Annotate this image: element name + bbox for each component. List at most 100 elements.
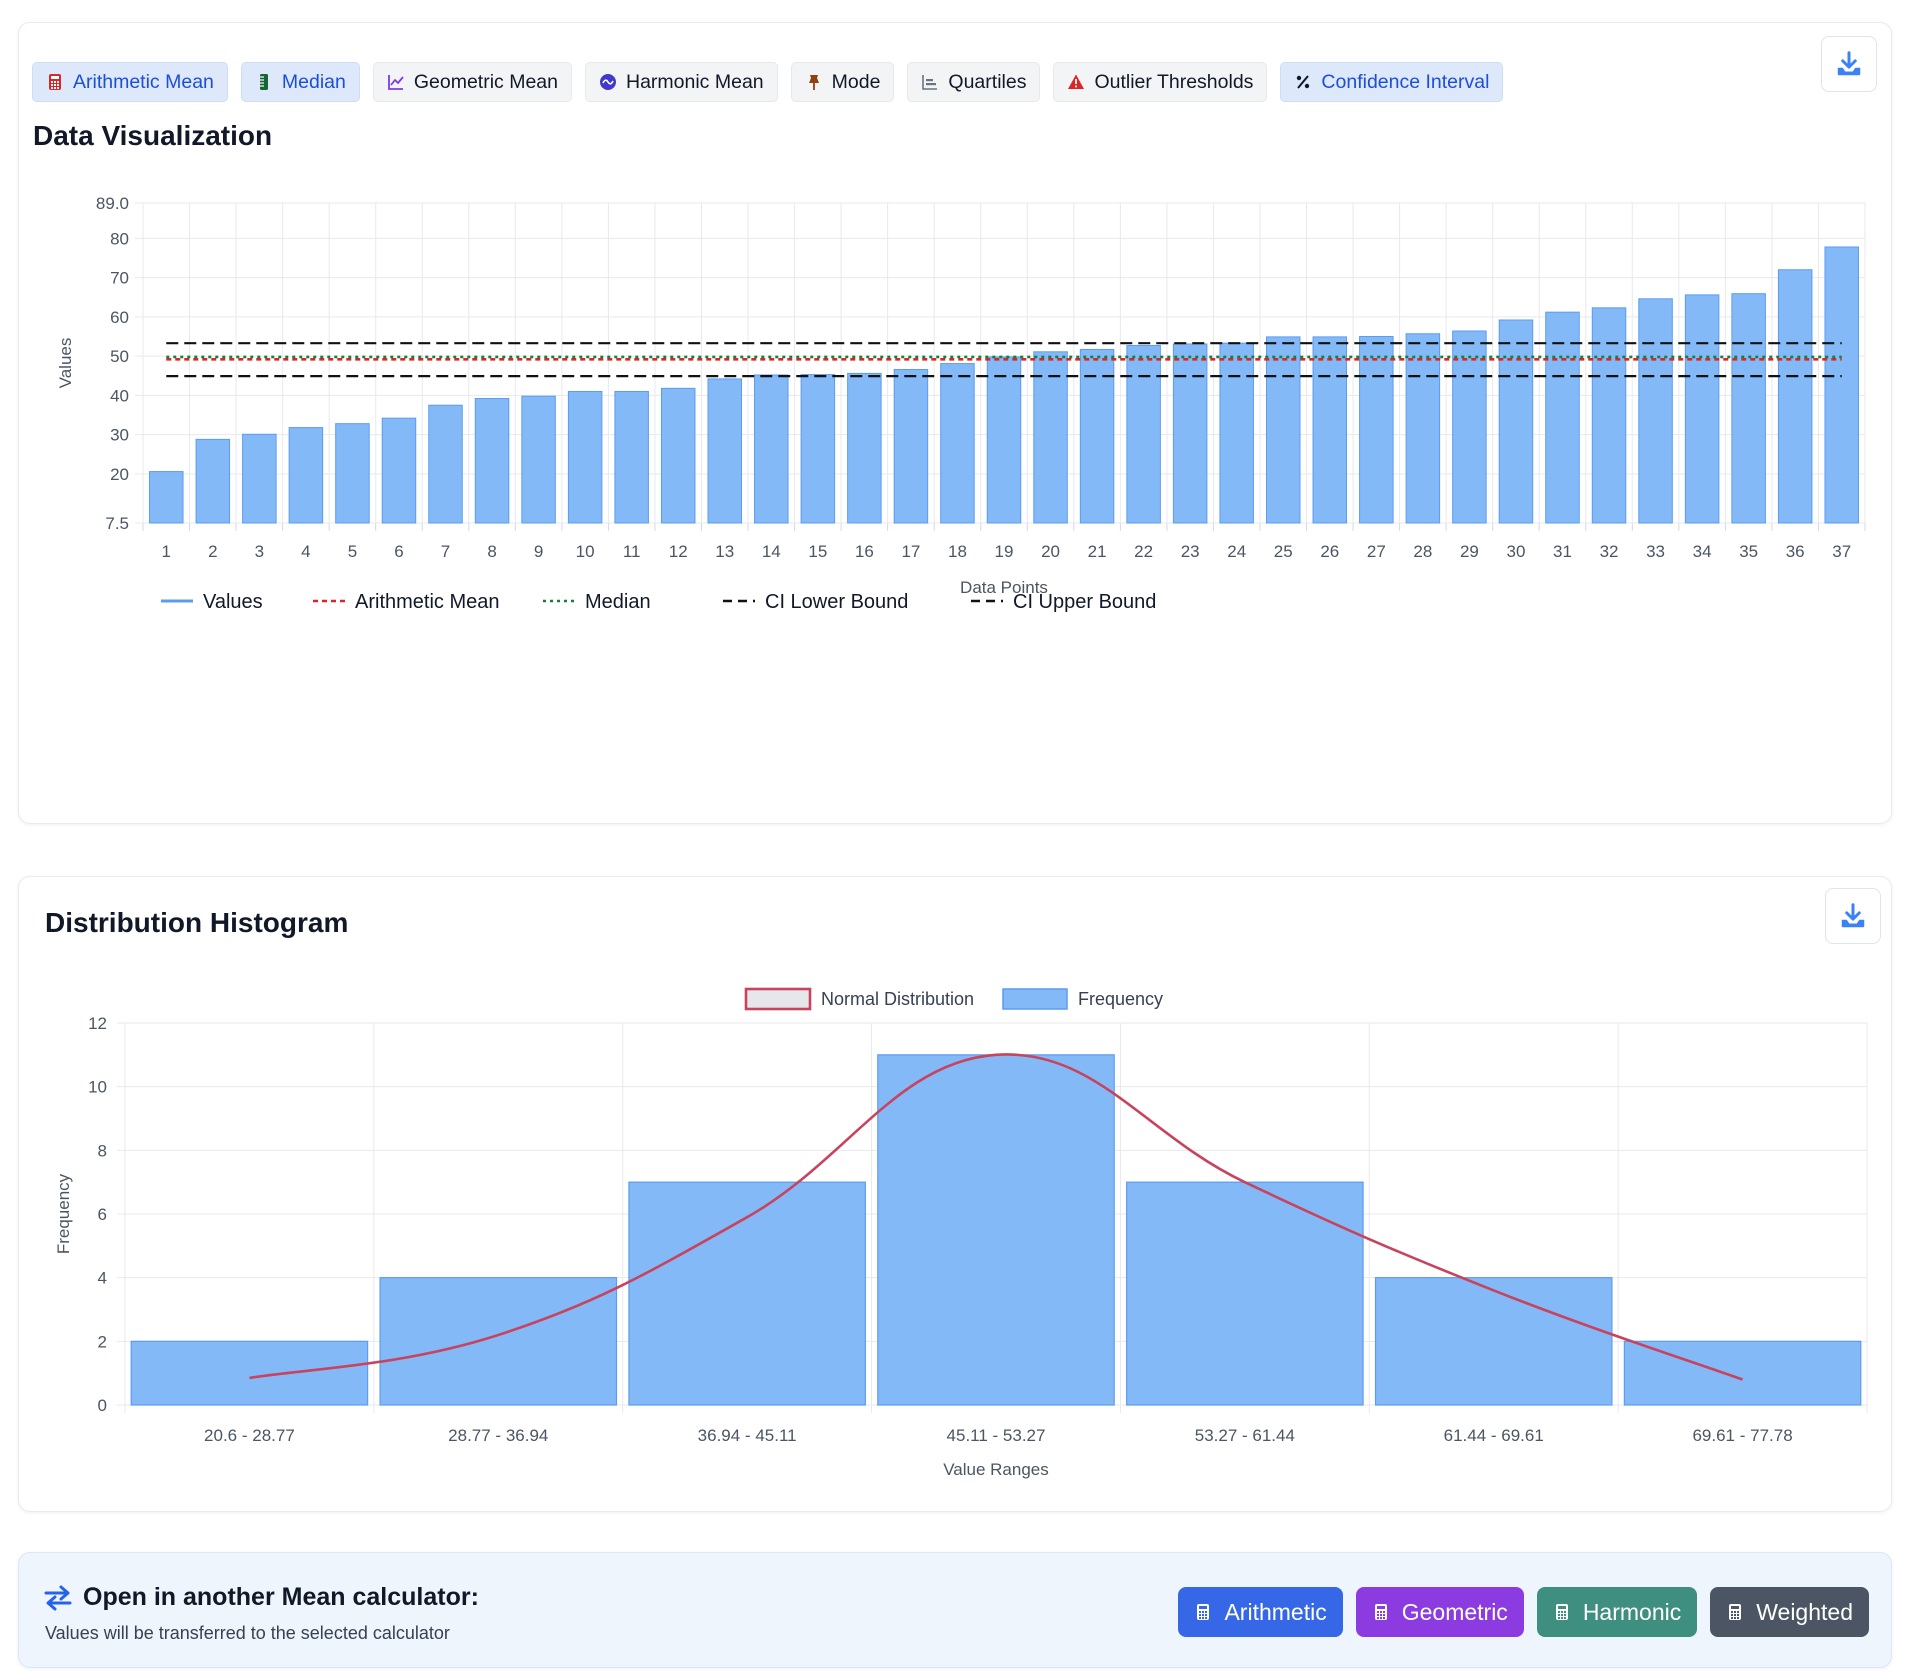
x-tick-label: 11: [623, 542, 641, 561]
toggle-geometric-mean[interactable]: Geometric Mean: [372, 62, 572, 102]
x-tick-label: 36.94 - 45.11: [698, 1426, 797, 1445]
x-tick-label: 3: [255, 542, 264, 561]
legend-label: Arithmetic Mean: [355, 591, 500, 613]
value-bar: [1545, 311, 1580, 524]
legend-item[interactable]: Values: [161, 591, 263, 613]
download-histogram-button[interactable]: [1825, 888, 1881, 944]
value-bar: [1359, 335, 1394, 524]
legend-swatch: [744, 987, 812, 1011]
y-tick-label: 8: [98, 1141, 107, 1160]
legend-item[interactable]: CI Upper Bound: [971, 591, 1156, 613]
toggle-mode[interactable]: Mode: [790, 62, 895, 102]
value-bar: [1172, 343, 1208, 524]
distribution-histogram-chart: 0 2 4 6 8 10 12 20.6 - 28.77 28.77 - 36.94 36.94 …: [54, 987, 1868, 1479]
legend-label: Normal Distribution: [821, 989, 974, 1009]
value-bar: [1777, 269, 1813, 524]
x-tick-label: 5: [348, 542, 357, 561]
value-bar: [1731, 293, 1766, 524]
x-tick-label: 9: [534, 542, 543, 561]
toggle-median[interactable]: Median: [240, 62, 360, 102]
x-tick-label: 7: [441, 542, 450, 561]
y-axis-label: Frequency: [54, 1173, 73, 1254]
value-bar: [1126, 345, 1161, 524]
value-bar: [614, 390, 649, 524]
transfer-header: Open in another Mean calculator:: [43, 1583, 479, 1612]
y-tick-label: 70: [110, 269, 129, 288]
x-tick-label: 1: [162, 542, 171, 561]
transfer-subtitle: Values will be transferred to the select…: [45, 1623, 450, 1643]
legend-label: CI Lower Bound: [765, 591, 908, 613]
x-tick-label: 29: [1460, 542, 1479, 561]
legend-item[interactable]: Frequency: [1002, 988, 1163, 1010]
line-chart-icon: [387, 75, 404, 90]
y-tick-label: 50: [110, 347, 129, 366]
download-chart-button[interactable]: [1821, 36, 1877, 92]
toggle-label: Mode: [831, 70, 881, 93]
calc-button-label: Weighted: [1756, 1598, 1853, 1625]
y-tick-label: 2: [98, 1332, 107, 1351]
value-bar: [1405, 333, 1441, 524]
value-bar: [754, 374, 789, 524]
x-tick-label: 24: [1227, 542, 1246, 561]
legend-item[interactable]: Arithmetic Mean: [313, 591, 500, 613]
open-arithmetic-button[interactable]: Arithmetic: [1178, 1587, 1343, 1637]
ruler-icon: [259, 74, 268, 90]
value-bar: [1591, 307, 1627, 524]
x-tick-label: 35: [1739, 542, 1758, 561]
value-bar: [521, 395, 556, 524]
legend-item[interactable]: Normal Distribution: [744, 987, 974, 1011]
value-bar: [1684, 294, 1720, 524]
x-tick-label: 31: [1553, 542, 1572, 561]
swap-arrows-icon: [44, 1585, 72, 1610]
x-tick-label: 26: [1320, 542, 1339, 561]
legend: Values Arithmetic Mean Median CI Lower Boun…: [161, 591, 1156, 613]
toggle-quartiles[interactable]: Quartiles: [907, 62, 1041, 102]
x-tick-label: 69.61 - 77.78: [1692, 1426, 1792, 1445]
value-bar: [986, 356, 1022, 524]
toggle-harmonic-mean[interactable]: Harmonic Mean: [585, 62, 778, 102]
x-tick-label: 17: [901, 542, 920, 561]
value-bar: [474, 398, 510, 524]
x-tick-label: 61.44 - 69.61: [1444, 1426, 1544, 1445]
x-tick-label: 13: [715, 542, 734, 561]
value-bar: [707, 378, 743, 524]
toggle-confidence-interval[interactable]: Confidence Interval: [1280, 62, 1504, 102]
toggle-outlier-thresholds[interactable]: Outlier Thresholds: [1053, 62, 1268, 102]
y-tick-label: 20: [110, 465, 129, 484]
value-bar: [288, 427, 324, 524]
value-bar: [1033, 351, 1068, 524]
toggle-arithmetic-mean[interactable]: Arithmetic Mean: [32, 62, 228, 102]
open-weighted-button[interactable]: Weighted: [1710, 1587, 1869, 1637]
legend-label: CI Upper Bound: [1013, 591, 1156, 613]
y-tick-label: 80: [110, 229, 129, 248]
value-bar: [381, 417, 417, 524]
data-visualization-card: Arithmetic Mean Median Geometric Mean Harmo…: [18, 22, 1892, 824]
value-bar: [1452, 330, 1487, 524]
y-tick-label: 7.5: [105, 514, 129, 533]
percent-icon: [1297, 75, 1310, 89]
x-tick-label: 23: [1181, 542, 1200, 561]
x-tick-label: 20.6 - 28.77: [204, 1426, 295, 1445]
x-tick-label: 36: [1786, 542, 1805, 561]
toggle-label: Harmonic Mean: [626, 70, 764, 93]
x-axis-label: Value Ranges: [943, 1460, 1049, 1479]
x-axis-label: Data Points: [960, 578, 1048, 597]
value-bar: [847, 372, 882, 524]
open-geometric-button[interactable]: Geometric: [1355, 1587, 1524, 1637]
open-harmonic-button[interactable]: Harmonic: [1536, 1587, 1698, 1637]
y-tick-label: 6: [98, 1205, 107, 1224]
transfer-title: Open in another Mean calculator:: [83, 1583, 479, 1611]
download-icon: [1841, 903, 1865, 928]
x-tick-label: 14: [762, 542, 781, 561]
value-bar: [1824, 246, 1859, 524]
value-bar: [1638, 298, 1673, 524]
wave-circle-icon: [600, 74, 616, 90]
value-bar: [1219, 342, 1254, 524]
value-bar: [660, 387, 696, 524]
legend-item[interactable]: Median: [543, 591, 651, 613]
value-bar: [800, 374, 836, 524]
x-tick-label: 19: [995, 542, 1014, 561]
legend-item[interactable]: CI Lower Bound: [723, 591, 908, 613]
warning-icon: [1068, 74, 1085, 89]
frequency-bar: [130, 1340, 369, 1406]
